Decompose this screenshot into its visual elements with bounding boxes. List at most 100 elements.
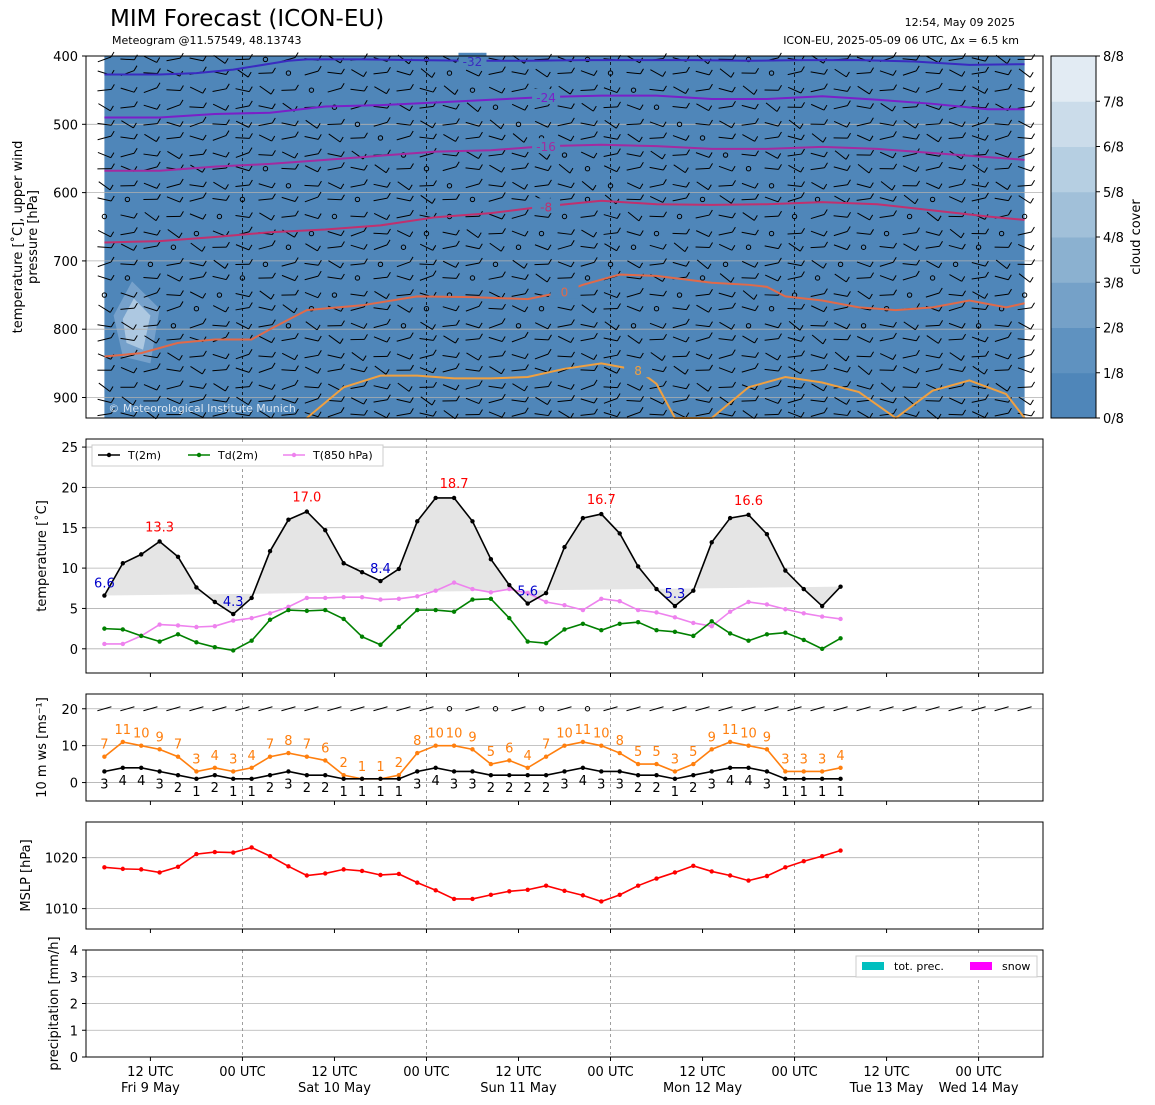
data-point: [231, 850, 236, 855]
wind-barb-flag: [317, 134, 322, 140]
wind-barb-staff: [741, 182, 756, 189]
wind-barb-staff: [258, 122, 273, 127]
wind-barb-flag: [431, 399, 436, 406]
wind-barb-flag: [525, 162, 529, 169]
wind-barb-staff: [465, 167, 480, 171]
wind-barb-flag: [640, 118, 644, 125]
wind-barb-staff: [879, 135, 894, 141]
wind-barb-staff: [144, 409, 157, 420]
wind-barb-flag: [546, 154, 551, 160]
wind-barb-flag: [984, 88, 989, 94]
wind-barb-staff: [212, 369, 227, 372]
wind-barb-staff: [810, 230, 825, 237]
data-point: [194, 851, 199, 857]
wind-barb-flag: [340, 162, 345, 168]
calm-wind-marker: [607, 261, 614, 268]
wind-barb-staff: [649, 196, 664, 203]
wind-barb-staff: [350, 293, 365, 297]
wind-barb-flag: [363, 323, 368, 329]
wind-barb-staff: [879, 294, 894, 296]
wind-barb-staff: [765, 151, 778, 159]
wind-barb-staff: [465, 397, 480, 405]
data-point: [120, 641, 126, 647]
wind-barb-staff: [971, 262, 986, 267]
wind-barb-staff: [511, 198, 526, 201]
wind-barb-staff: [281, 167, 296, 170]
wind-barb-staff: [143, 324, 158, 327]
wind-barb-flag: [1007, 209, 1012, 216]
wind-barb-flag: [386, 214, 391, 220]
data-point: [507, 889, 512, 894]
wind-barb-flag: [776, 106, 781, 112]
wind-barb-staff: [765, 352, 778, 361]
wind-barb-staff: [742, 290, 755, 300]
mean-wind-value-label: 2: [652, 781, 660, 796]
wind-barb-flag: [869, 412, 874, 419]
wind-barb-flag: [685, 336, 690, 343]
wind-barb-flag: [248, 133, 253, 139]
data-point: [415, 769, 420, 774]
wind-barb-flag: [708, 353, 713, 360]
wind-barb-staff: [97, 353, 112, 360]
wind-barb-staff: [764, 262, 779, 267]
wind-barb-flag: [1008, 119, 1012, 126]
calm-wind-marker: [676, 213, 683, 220]
wind-barb-flag: [594, 210, 598, 216]
wind-barb-staff: [511, 293, 526, 297]
wind-barb-flag: [202, 271, 207, 278]
calm-wind-marker: [285, 183, 292, 189]
wind-barb-flag: [341, 396, 345, 402]
data-point: [599, 596, 604, 601]
wind-barb-staff: [948, 244, 963, 250]
wind-barb-flag: [870, 229, 874, 235]
wind-barb-staff: [258, 399, 273, 403]
wind-barb-staff: [442, 166, 457, 172]
wind-barb-staff: [627, 211, 640, 222]
wind-barb-flag: [755, 352, 759, 358]
wind-barb-staff: [534, 353, 549, 360]
wind-barb-staff: [511, 214, 526, 219]
wind-barb-flag: [247, 399, 252, 405]
wind-barb-staff: [511, 412, 526, 417]
wind-barb-flag: [316, 123, 321, 129]
colorbar-tick-label: 1/8: [1103, 367, 1124, 382]
wind-barb-flag: [870, 351, 874, 358]
mean-wind-value-label: 1: [836, 785, 844, 800]
wind-barb-staff: [995, 259, 1008, 270]
wind-barb-flag: [639, 352, 644, 359]
wind-barb-staff: [1018, 120, 1032, 129]
wind-barb-flag: [409, 332, 414, 338]
wind-barb-flag: [225, 321, 230, 327]
gust-value-label: 3: [671, 752, 679, 767]
wind-barb-flag: [524, 385, 528, 392]
gust-value-label: 3: [781, 752, 789, 767]
data-point: [231, 776, 236, 782]
wind-barb-flag: [778, 85, 782, 91]
wind-barb-staff: [373, 276, 388, 280]
wind-barb-flag: [801, 303, 805, 310]
wind-barb-flag: [501, 66, 506, 72]
wind-barb-flag: [548, 53, 552, 60]
wind-barb-staff: [304, 196, 319, 203]
wind-barb-staff: [1017, 152, 1032, 158]
wind-barb-staff: [511, 230, 526, 237]
wind-barb-flag: [202, 134, 207, 141]
wind-barb-flag: [778, 210, 782, 217]
data-point: [709, 624, 714, 629]
wind-barb-flag: [1008, 242, 1013, 248]
wind-barb-staff: [695, 152, 710, 158]
wind-barb-staff: [328, 260, 341, 269]
wind-barb-staff: [580, 353, 595, 361]
wind-barb-staff: [949, 228, 962, 239]
wind-barb-staff: [143, 87, 158, 94]
wind-barb-staff: [235, 120, 249, 128]
wind-barb-flag: [248, 179, 253, 186]
wind-barb-staff: [1018, 68, 1031, 78]
wind-barb-staff: [948, 196, 963, 203]
wind-barb-staff: [120, 337, 135, 342]
wind-barb-flag: [615, 122, 620, 129]
wind-barb-staff: [948, 89, 963, 92]
wind-barb-staff: [420, 396, 433, 406]
wind-barb-staff: [834, 351, 847, 362]
wind-barb-flag: [616, 87, 621, 93]
